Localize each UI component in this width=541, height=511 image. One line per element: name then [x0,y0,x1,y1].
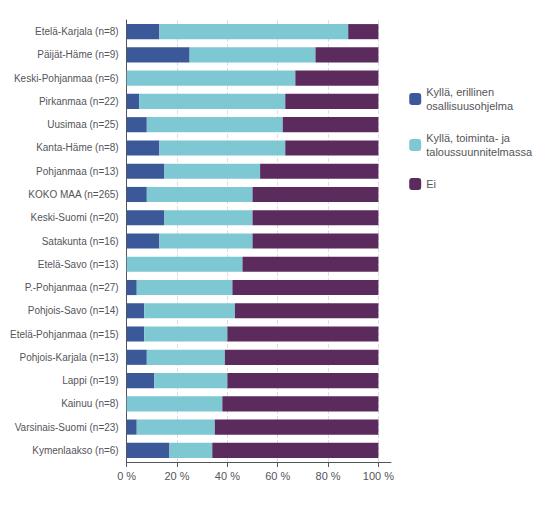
svg-text:60 %: 60 % [265,470,290,482]
svg-text:80 %: 80 % [316,470,341,482]
svg-text:Uusimaa (n=25): Uusimaa (n=25) [47,119,118,130]
svg-text:Etelä-Pohjanmaa (n=15): Etelä-Pohjanmaa (n=15) [10,329,119,340]
svg-text:40 %: 40 % [215,470,240,482]
svg-text:osallisuusohjelma: osallisuusohjelma [426,100,514,112]
svg-text:Pohjanmaa (n=13): Pohjanmaa (n=13) [36,166,119,177]
svg-text:taloussuunnitelmassa: taloussuunnitelmassa [426,146,533,158]
svg-text:Lappi (n=19): Lappi (n=19) [62,375,118,386]
svg-text:KOKO MAA (n=265): KOKO MAA (n=265) [28,189,118,200]
svg-text:20 %: 20 % [164,470,189,482]
svg-text:Etelä-Karjala (n=8): Etelä-Karjala (n=8) [35,26,119,37]
svg-text:P.-Pohjanmaa (n=27): P.-Pohjanmaa (n=27) [25,282,119,293]
svg-text:Varsinais-Suomi (n=23): Varsinais-Suomi (n=23) [15,422,119,433]
svg-text:Kymenlaakso (n=6): Kymenlaakso (n=6) [32,445,118,456]
svg-text:Pirkanmaa (n=22): Pirkanmaa (n=22) [39,96,119,107]
svg-text:Pohjois-Karjala (n=13): Pohjois-Karjala (n=13) [19,352,118,363]
svg-text:Ei: Ei [426,178,436,190]
svg-text:0 %: 0 % [117,470,136,482]
svg-text:Kyllä, erillinen: Kyllä, erillinen [426,86,494,98]
svg-text:Pohjois-Savo (n=14): Pohjois-Savo (n=14) [28,305,119,316]
svg-text:Etelä-Savo (n=13): Etelä-Savo (n=13) [38,259,119,270]
svg-text:Keski-Suomi (n=20): Keski-Suomi (n=20) [31,212,119,223]
svg-text:Satakunta (n=16): Satakunta (n=16) [42,236,119,247]
svg-text:Kainuu (n=8): Kainuu (n=8) [61,398,119,409]
svg-text:Päijät-Häme (n=9): Päijät-Häme (n=9) [37,49,118,60]
svg-text:100 %: 100 % [363,470,394,482]
svg-text:Kyllä, toiminta- ja: Kyllä, toiminta- ja [426,132,511,144]
svg-text:Keski-Pohjanmaa (n=6): Keski-Pohjanmaa (n=6) [14,73,119,84]
svg-text:Kanta-Häme (n=8): Kanta-Häme (n=8) [36,142,119,153]
